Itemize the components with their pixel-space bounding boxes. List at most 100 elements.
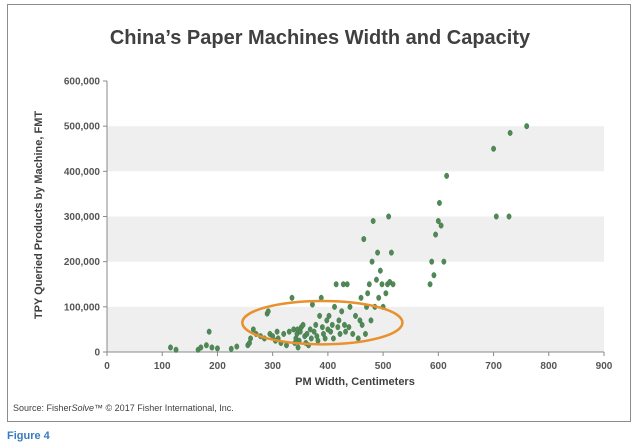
data-point: [431, 272, 437, 279]
data-point: [250, 326, 256, 333]
data-point: [322, 335, 328, 342]
data-point: [357, 317, 363, 324]
source-italic: Solve: [71, 403, 95, 413]
data-point: [524, 123, 530, 130]
x-tick-label: 0: [104, 361, 110, 372]
data-point: [383, 290, 389, 297]
data-point: [376, 294, 382, 301]
data-point: [308, 335, 314, 342]
data-point: [429, 258, 435, 265]
x-tick-label: 300: [264, 361, 281, 372]
plot-band: [107, 216, 604, 262]
y-tick-label: 300,000: [64, 212, 101, 223]
data-point: [336, 317, 342, 324]
source-suffix: ™ © 2017 Fisher International, Inc.: [94, 403, 234, 413]
data-point: [286, 328, 292, 335]
data-point: [310, 301, 315, 308]
data-point: [281, 330, 287, 337]
data-point: [295, 344, 301, 351]
data-point: [438, 222, 444, 229]
data-point: [433, 231, 438, 238]
data-point: [359, 321, 365, 328]
data-point: [506, 213, 512, 220]
data-point: [361, 236, 367, 243]
data-point: [365, 290, 371, 297]
data-point: [377, 267, 383, 274]
data-point: [363, 330, 368, 337]
x-tick-label: 200: [209, 361, 226, 372]
data-point: [437, 199, 442, 206]
data-point: [209, 344, 215, 351]
data-point: [203, 342, 209, 349]
data-point: [173, 346, 179, 353]
plot-band: [107, 126, 604, 172]
data-point: [304, 330, 310, 337]
y-tick-label: 200,000: [64, 257, 101, 268]
y-tick-label: 400,000: [64, 167, 101, 178]
data-point: [206, 328, 212, 335]
data-point: [317, 312, 323, 319]
data-point: [343, 328, 348, 335]
data-point: [353, 312, 358, 319]
data-point: [339, 308, 345, 315]
x-tick-label: 800: [540, 361, 557, 372]
data-point: [491, 145, 496, 152]
data-point: [358, 294, 364, 301]
y-tick-label: 100,000: [64, 302, 101, 313]
data-point: [435, 218, 441, 225]
data-point: [427, 281, 433, 288]
y-tick-label: 500,000: [64, 122, 101, 133]
data-point: [234, 343, 240, 350]
data-point: [386, 213, 392, 220]
data-point: [441, 258, 447, 265]
data-point: [331, 335, 336, 342]
data-point: [313, 321, 319, 328]
y-axis-ticks: 0 100,000 200,000 300,000 400,000 500,000 600,…: [64, 77, 107, 359]
chart-title: China’s Paper Machines Width and Capacit…: [110, 27, 531, 49]
data-point: [507, 129, 513, 136]
data-point: [368, 317, 374, 324]
data-point: [366, 281, 372, 288]
data-point: [335, 324, 341, 331]
x-tick-label: 700: [485, 361, 502, 372]
data-point: [265, 308, 271, 315]
y-axis-label: TPY Queried Products by Machine, FMT: [33, 111, 45, 320]
data-point: [493, 213, 499, 220]
data-point: [326, 312, 332, 319]
data-point: [168, 344, 173, 351]
data-point: [344, 281, 350, 288]
data-point: [311, 328, 317, 335]
data-point: [315, 337, 321, 344]
data-point: [342, 321, 347, 328]
x-tick-label: 400: [320, 361, 337, 372]
figure-label: Figure 4: [7, 430, 50, 442]
data-point: [355, 335, 361, 342]
data-point: [390, 281, 396, 288]
data-point: [329, 321, 335, 328]
data-point: [347, 303, 353, 310]
data-point: [300, 321, 306, 328]
data-point: [289, 294, 295, 301]
data-point: [274, 328, 280, 335]
data-point: [370, 218, 376, 225]
data-point: [346, 324, 352, 331]
x-axis-label: PM Width, Centimeters: [295, 376, 415, 388]
y-tick-label: 600,000: [64, 77, 101, 88]
y-tick-label: 0: [94, 348, 100, 359]
data-point: [350, 330, 356, 337]
data-point: [375, 249, 380, 256]
data-point: [248, 335, 253, 342]
data-point: [198, 344, 204, 351]
data-point: [369, 258, 375, 265]
data-point: [324, 317, 330, 324]
scatter-chart: 0 100 200 300 400 500 600 700 800 900 0 100,000 200…: [33, 27, 613, 388]
data-point: [337, 330, 343, 337]
x-axis-ticks: 0 100 200 300 400 500 600 700 800 900: [104, 352, 613, 372]
data-point: [228, 345, 234, 352]
x-tick-label: 900: [596, 361, 613, 372]
data-point: [379, 281, 385, 288]
source-note: Source: FisherSolve™ © 2017 Fisher Inter…: [13, 403, 234, 413]
source-prefix: Source: Fisher: [13, 403, 72, 413]
data-point: [328, 328, 334, 335]
